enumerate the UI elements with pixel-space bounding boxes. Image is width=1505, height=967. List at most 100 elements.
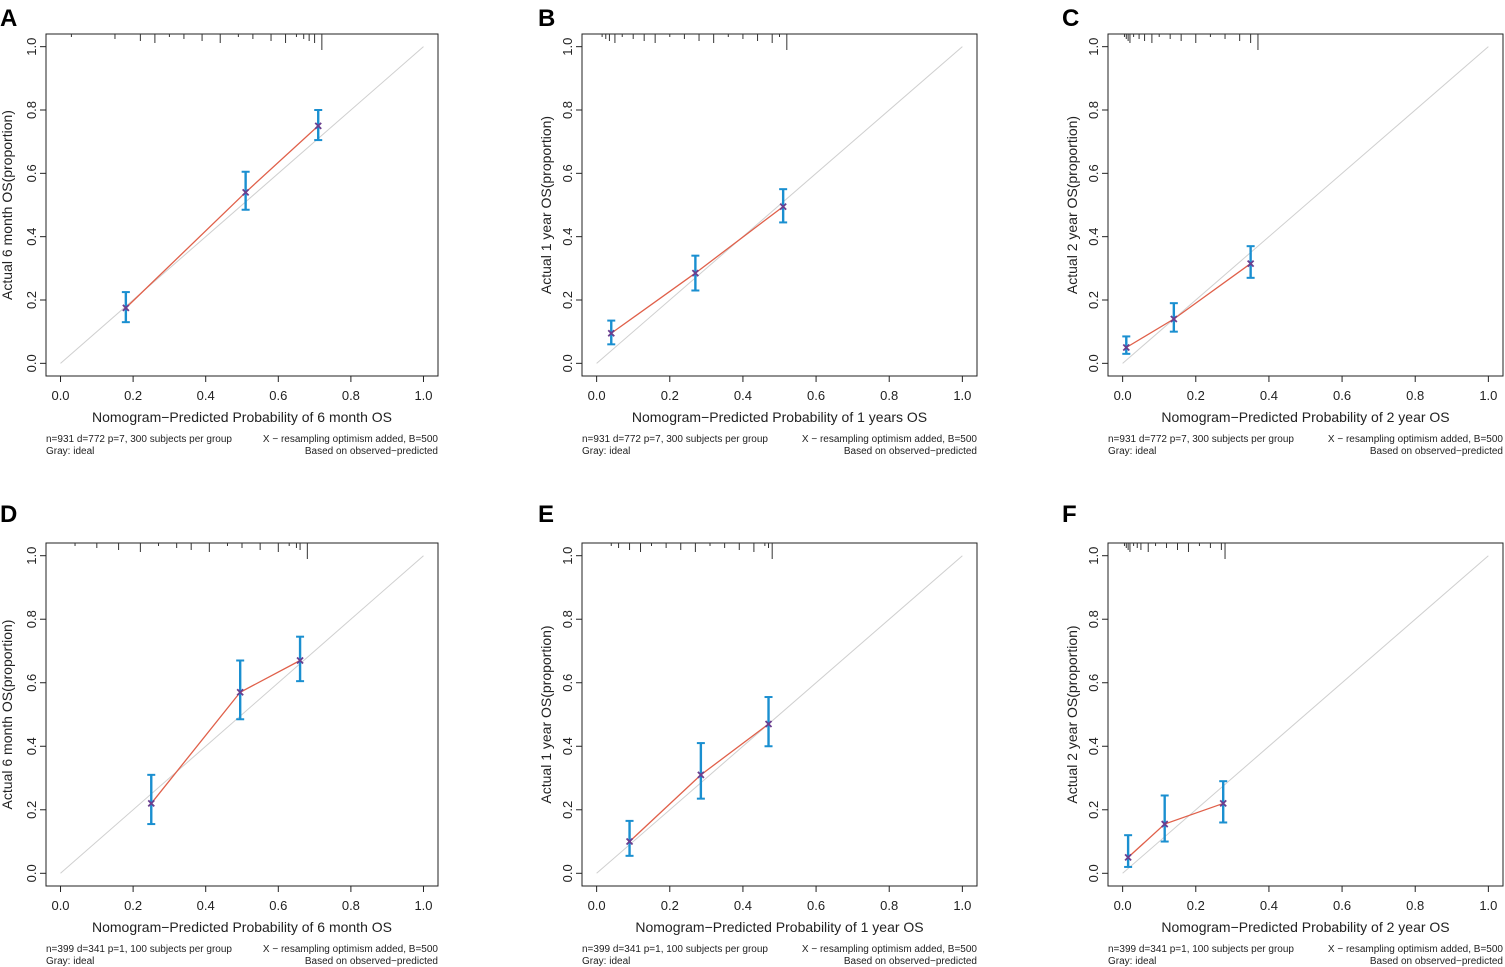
calibration-point (314, 122, 322, 130)
y-tick-label: 0.4 (560, 737, 575, 755)
x-tick-label: 0.2 (124, 898, 142, 913)
x-tick-label: 0.2 (661, 898, 679, 913)
calibration-line (150, 659, 301, 804)
footer-based-on: Based on observed−predicted (1370, 956, 1503, 967)
ideal-line (1122, 46, 1489, 364)
footer-resampling: X − resampling optimism added, B=500 (1328, 434, 1504, 445)
y-tick-label: 0.6 (24, 674, 39, 692)
x-tick-label: 0.0 (51, 388, 69, 403)
x-tick-label: 0.0 (1114, 898, 1132, 913)
calibration-line (1127, 802, 1224, 858)
plot-frame (581, 542, 978, 887)
y-axis-title: Actual 1 year OS(proportion) (538, 116, 554, 294)
y-axis-title: Actual 2 year OS(proportion) (1064, 625, 1080, 803)
calibration-point (236, 688, 244, 696)
y-tick-label: 0.0 (1086, 354, 1101, 372)
footer-sample-info: n=931 d=772 p=7, 300 subjects per group (1108, 434, 1294, 445)
calibration-point (691, 269, 700, 277)
point-x-stroke (691, 269, 700, 277)
y-tick-label: 0.6 (560, 674, 575, 692)
y-tick-label: 0.0 (24, 864, 39, 882)
y-tick-label: 0.4 (24, 737, 39, 755)
x-tick-label: 0.6 (807, 898, 825, 913)
point-x-stroke (764, 720, 773, 728)
x-tick-label: 1.0 (414, 388, 432, 403)
y-axis-title: Actual 2 year OS(proportion) (1064, 116, 1080, 294)
point-x-stroke (625, 837, 634, 846)
x-tick-label: 1.0 (953, 898, 971, 913)
y-tick-label: 0.8 (24, 610, 39, 628)
y-tick-label: 0.2 (560, 801, 575, 819)
x-tick-label: 0.6 (269, 898, 287, 913)
point-x-stroke (236, 688, 244, 696)
footer-gray-ideal: Gray: ideal (1108, 956, 1156, 967)
point-x-stroke (1124, 853, 1132, 862)
x-tick-label: 0.6 (1333, 388, 1351, 403)
panel-a: A 0.0 0.2 0.4 0.6 0.8 1.0 0.0 0.2 0.4 0.6 0.8 1.0 Nom… (0, 5, 439, 457)
y-tick-label: 1.0 (24, 547, 39, 565)
footer-based-on: Based on observed−predicted (844, 446, 977, 457)
y-tick-label: 0.2 (24, 291, 39, 309)
footer-sample-info: n=399 d=341 p=1, 100 subjects per group (1108, 944, 1294, 955)
footer-gray-ideal: Gray: ideal (46, 446, 94, 457)
footer-sample-info: n=931 d=772 p=7, 300 subjects per group (582, 434, 768, 445)
calibration-point (764, 720, 773, 728)
ideal-line (1122, 555, 1489, 874)
x-tick-label: 0.2 (1187, 898, 1205, 913)
x-tick-label: 0.6 (269, 388, 287, 403)
y-tick-label: 0.8 (560, 101, 575, 119)
calibration-point (1219, 799, 1227, 808)
footer-sample-info: n=931 d=772 p=7, 300 subjects per group (46, 434, 232, 445)
y-tick-label: 0.8 (24, 101, 39, 119)
x-tick-label: 0.2 (1187, 388, 1205, 403)
x-axis-title: Nomogram−Predicted Probability of 6 mont… (92, 919, 392, 935)
x-tick-label: 0.4 (197, 898, 215, 913)
footer-gray-ideal: Gray: ideal (1108, 446, 1156, 457)
y-tick-label: 1.0 (1086, 547, 1101, 565)
footer-resampling: X − resampling optimism added, B=500 (263, 944, 439, 955)
y-tick-label: 0.2 (1086, 801, 1101, 819)
footer-gray-ideal: Gray: ideal (582, 956, 630, 967)
x-tick-label: 1.0 (414, 898, 432, 913)
point-x-stroke (296, 656, 304, 665)
footer-based-on: Based on observed−predicted (1370, 446, 1503, 457)
plot-frame (1107, 33, 1504, 377)
point-x-stroke (1219, 799, 1227, 808)
y-axis-title: Actual 1 year OS(proportion) (538, 625, 554, 803)
plot-frame (1107, 542, 1504, 887)
panel-letter: C (1062, 5, 1079, 32)
calibration-point (241, 188, 250, 196)
y-tick-label: 0.4 (24, 228, 39, 246)
footer-resampling: X − resampling optimism added, B=500 (802, 434, 978, 445)
panel-letter: E (538, 501, 554, 528)
point-x-stroke (779, 202, 787, 211)
y-tick-label: 0.2 (24, 801, 39, 819)
calibration-point (1122, 343, 1130, 352)
panel-b: B 0.0 0.2 0.4 0.6 0.8 1.0 0.0 0.2 0.4 0.6 0.8 1.0 Nom… (538, 5, 978, 457)
y-tick-label: 0.0 (560, 354, 575, 372)
x-tick-label: 1.0 (1479, 898, 1497, 913)
ideal-line (596, 555, 963, 874)
y-tick-label: 1.0 (1086, 38, 1101, 56)
calibration-line (610, 206, 784, 334)
y-tick-label: 0.8 (560, 610, 575, 628)
x-tick-label: 0.4 (734, 898, 752, 913)
calibration-point (697, 771, 705, 779)
calibration-point (625, 837, 634, 846)
x-tick-label: 0.8 (342, 388, 360, 403)
point-x-stroke (1170, 315, 1178, 323)
panel-e: E 0.0 0.2 0.4 0.6 0.8 1.0 0.0 0.2 0.4 0.6 0.8 1.0 Nom… (538, 501, 978, 967)
x-tick-label: 0.6 (1333, 898, 1351, 913)
x-tick-label: 0.8 (1406, 898, 1424, 913)
x-tick-label: 0.6 (807, 388, 825, 403)
point-x-stroke (1122, 343, 1130, 352)
footer-sample-info: n=399 d=341 p=1, 100 subjects per group (46, 944, 232, 955)
x-tick-label: 0.4 (197, 388, 215, 403)
y-tick-label: 0.4 (1086, 737, 1101, 755)
footer-resampling: X − resampling optimism added, B=500 (802, 944, 978, 955)
x-tick-label: 0.2 (661, 388, 679, 403)
point-x-stroke (1247, 259, 1255, 268)
x-tick-label: 0.0 (588, 388, 606, 403)
footer-based-on: Based on observed−predicted (305, 956, 438, 967)
